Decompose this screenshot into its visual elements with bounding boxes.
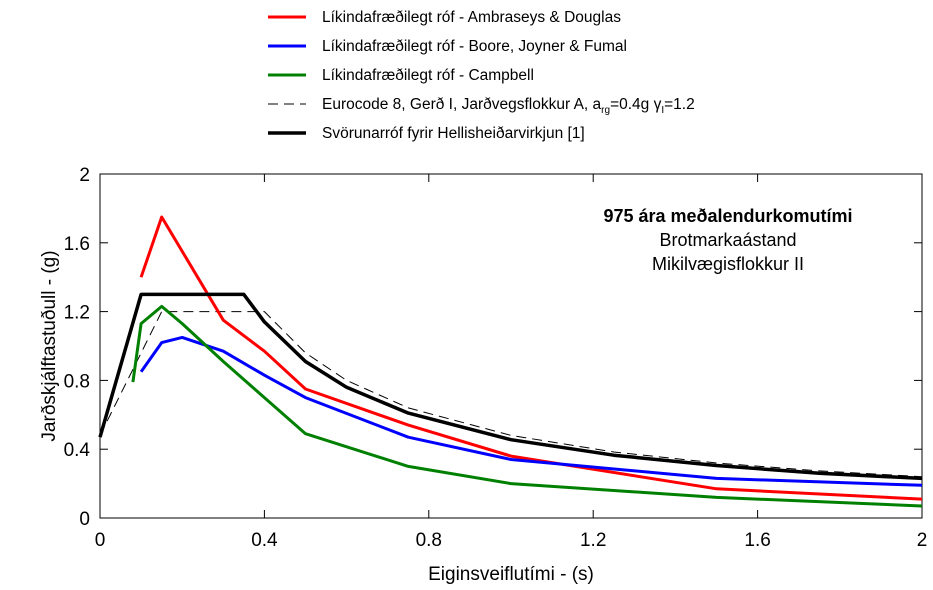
series-line-boore: [139, 335, 923, 487]
series-line-ambraseys: [139, 215, 923, 501]
legend-item-boore: Líkindafræðilegt róf - Boore, Joyner & F…: [268, 38, 627, 55]
annotation-block: 975 ára meðalendurkomutími Brotmarkaásta…: [603, 206, 852, 274]
y-tick-label: 2: [79, 165, 90, 186]
axis-tick-labels: 0 0.4 0.8 1.2 1.6 2 0 0.4 0.8 1.2 1.6 2: [64, 165, 928, 551]
series-line-campbell: [131, 304, 923, 508]
y-tick-label: 0: [79, 509, 90, 530]
x-tick-label: 0.8: [416, 530, 442, 551]
legend-item-hellisheidi: Svörunarróf fyrir Hellisheiðarvirkjun [1…: [268, 125, 585, 142]
series-line-hellisheidi: [98, 292, 923, 481]
legend-label-hellisheidi: Svörunarróf fyrir Hellisheiðarvirkjun [1…: [322, 125, 585, 142]
y-tick-label: 1.2: [64, 303, 90, 324]
x-tick-label: 0.4: [251, 530, 278, 551]
x-tick-label: 1.2: [580, 530, 606, 551]
y-tick-label: 0.4: [64, 440, 91, 461]
axis-ticks: [99, 173, 923, 519]
annotation-importance-class: Mikilvægisflokkur II: [652, 254, 804, 274]
legend-item-eurocode: Eurocode 8, Gerð I, Jarðvegsflokkur A, a…: [268, 96, 695, 116]
legend-label-ambraseys: Líkindafræðilegt róf - Ambraseys & Dougl…: [322, 9, 621, 26]
x-tick-label: 1.6: [744, 530, 770, 551]
x-tick-label: 0: [95, 530, 106, 551]
y-tick-label: 0.8: [64, 371, 90, 392]
x-axis-title: Eiginsveiflutími - (s): [428, 564, 594, 585]
legend-item-campbell: Líkindafræðilegt róf - Campbell: [268, 67, 534, 84]
x-tick-label: 2: [917, 530, 928, 551]
series-line-eurocode: [99, 311, 923, 478]
annotation-return-period: 975 ára meðalendurkomutími: [603, 206, 852, 226]
legend-label-campbell: Líkindafræðilegt róf - Campbell: [322, 67, 534, 84]
legend-item-ambraseys: Líkindafræðilegt róf - Ambraseys & Dougl…: [268, 9, 621, 26]
y-axis-title: Jarðskjálftastuðull - (g): [39, 250, 60, 441]
y-tick-label: 1.6: [64, 234, 90, 255]
plot-frame: [99, 173, 923, 519]
legend: Líkindafræðilegt róf - Ambraseys & Dougl…: [268, 9, 695, 142]
annotation-limit-state: Brotmarkaástand: [659, 230, 796, 250]
series-layer: [98, 215, 923, 508]
legend-label-eurocode: Eurocode 8, Gerð I, Jarðvegsflokkur A, a…: [322, 96, 695, 116]
legend-label-boore: Líkindafræðilegt róf - Boore, Joyner & F…: [322, 38, 627, 55]
